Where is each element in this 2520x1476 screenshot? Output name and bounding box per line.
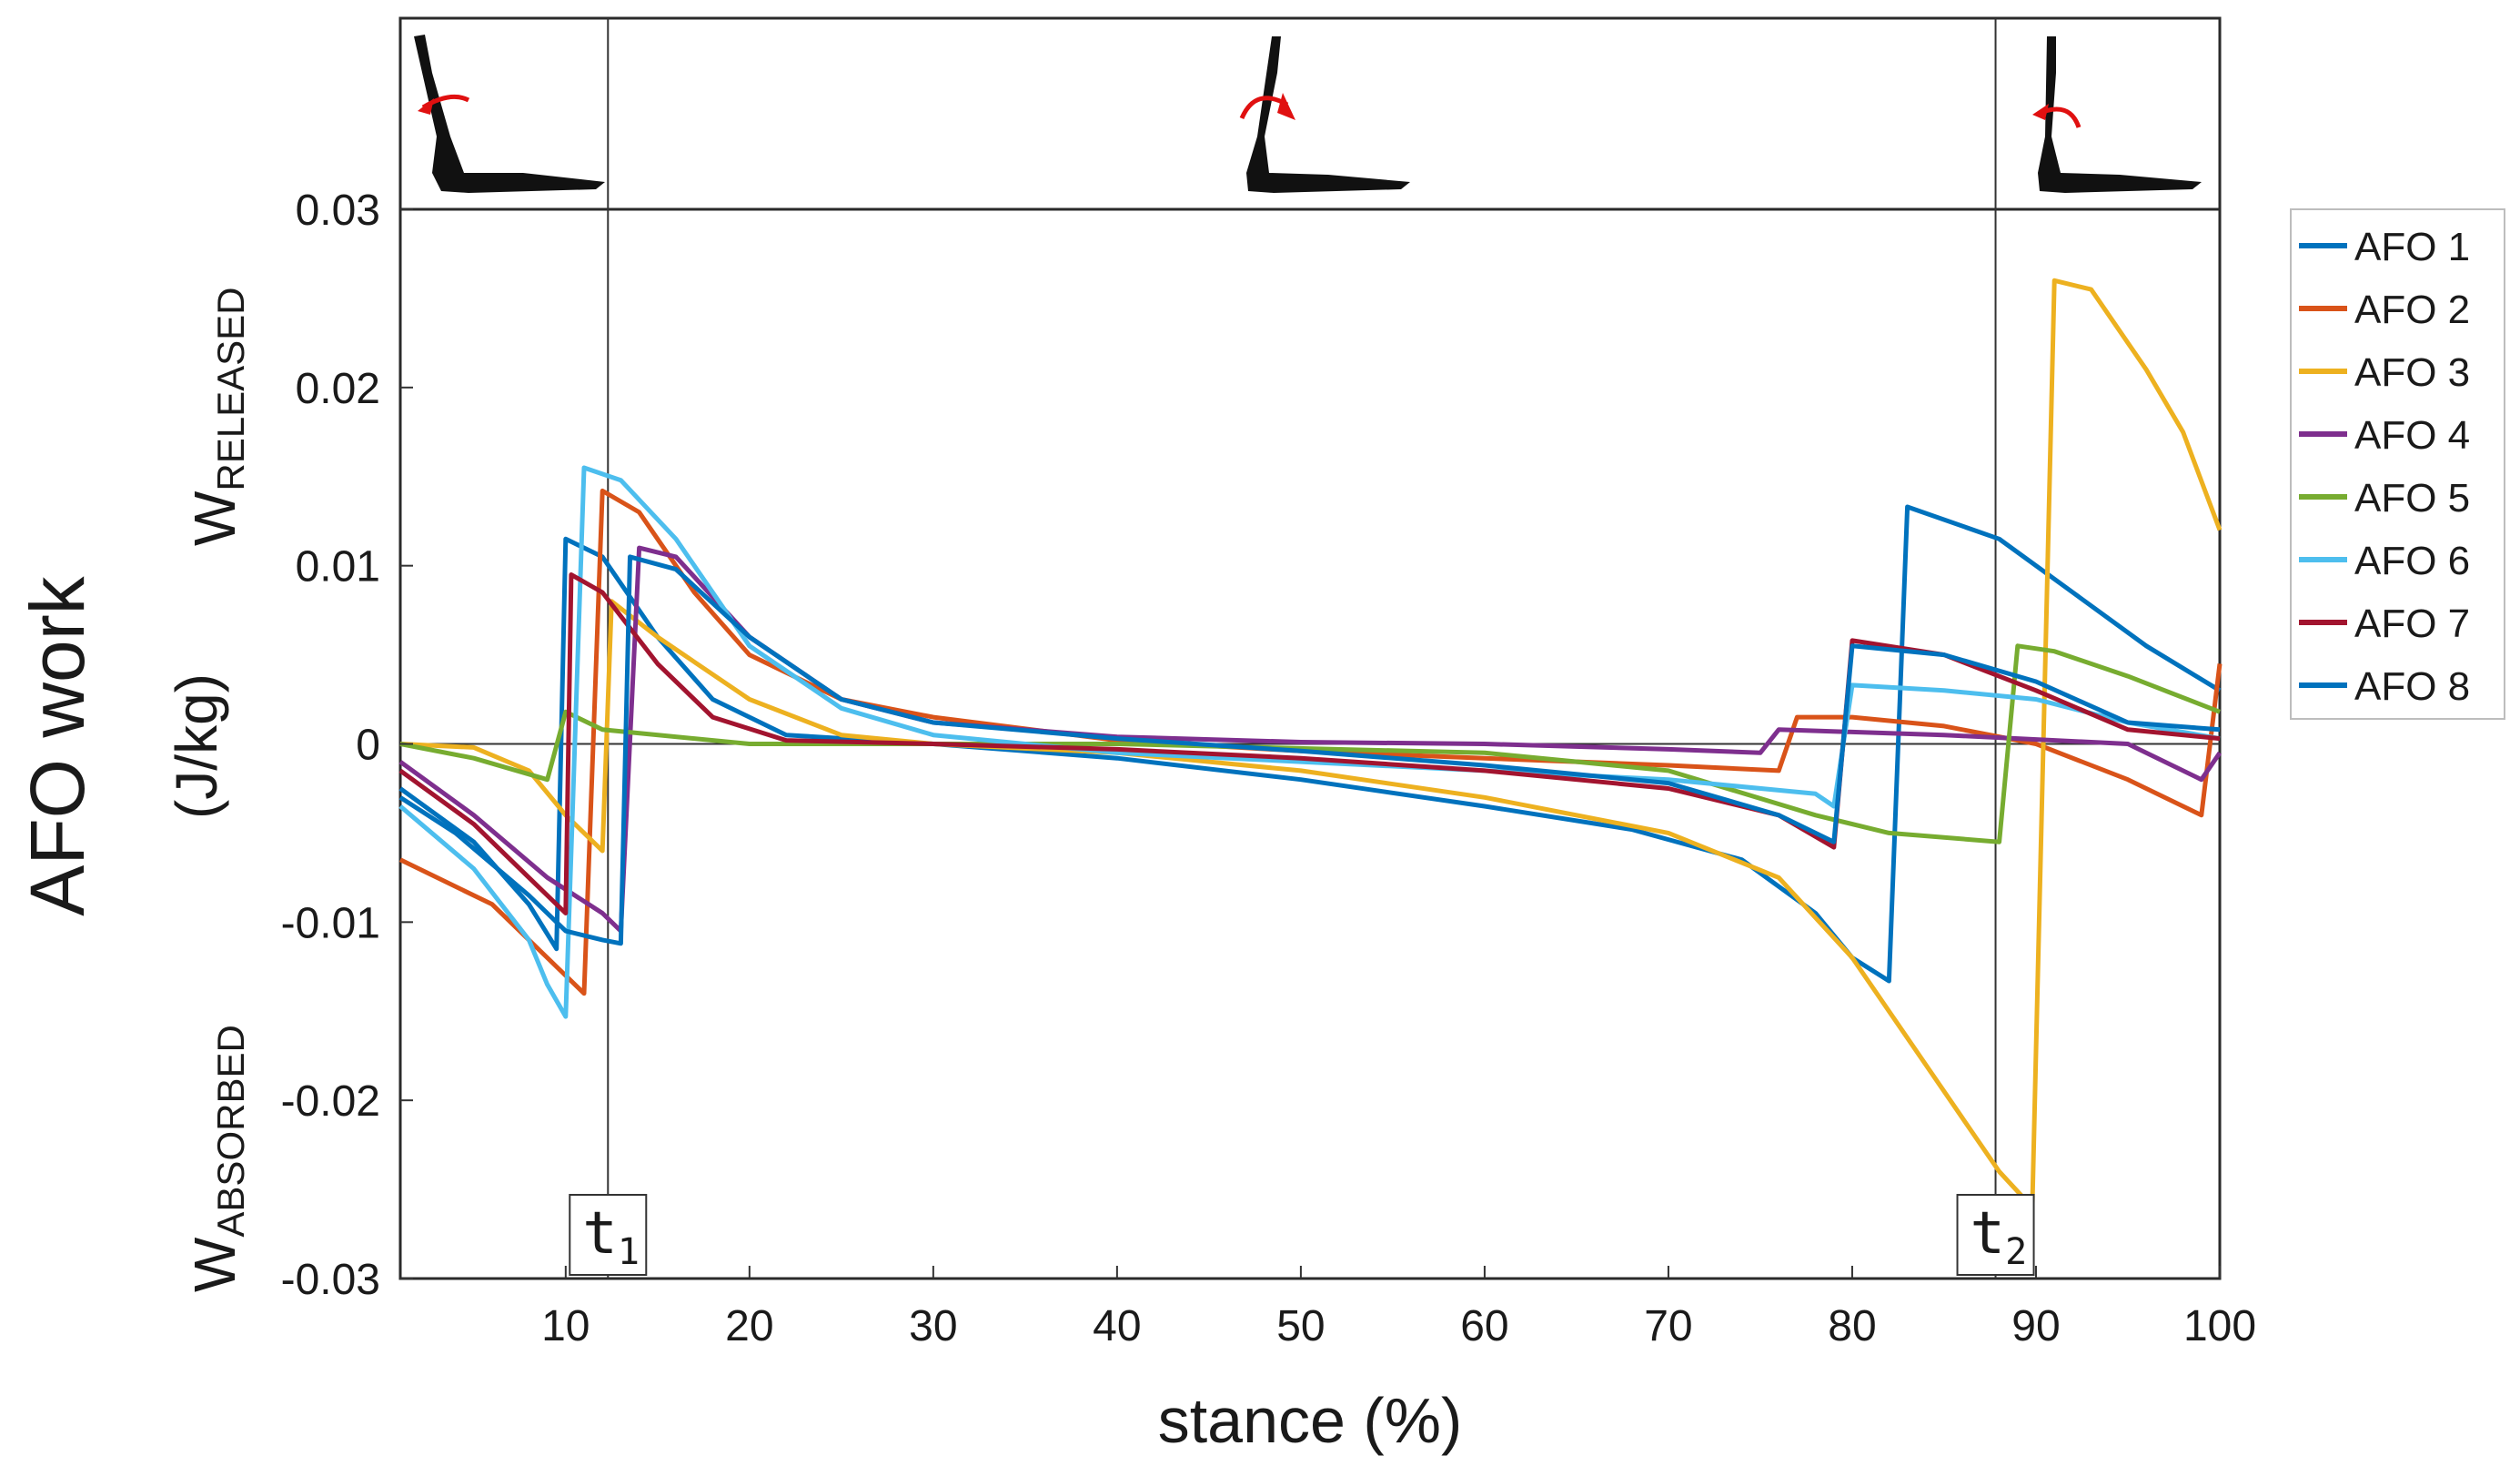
svg-text:AFO 6: AFO 6: [2354, 539, 2470, 583]
legend-item-afo-1: AFO 1: [2299, 225, 2470, 269]
svg-text:t2: t2: [1971, 1200, 2028, 1273]
series-line-afo-3: [399, 278, 2223, 1210]
y-upper-label-main: W: [182, 490, 247, 546]
x-tick-label: 30: [909, 1302, 957, 1350]
ankle-illustration-strip: [398, 16, 2222, 211]
ankle-illustration-3: [2032, 36, 2202, 193]
y-tick-label: -0.01: [281, 899, 380, 947]
legend-box: [2290, 208, 2505, 720]
legend: AFO 1 AFO 2 AFO 3 AFO 4 AFO 5 AFO 6 AFO 7 AFO 8: [2290, 208, 2505, 720]
x-tick-label: 40: [1093, 1302, 1141, 1350]
x-tick-label: 10: [541, 1302, 590, 1350]
svg-text:AFO 2: AFO 2: [2354, 288, 2470, 332]
y-lower-label: WABSORBED: [182, 1025, 252, 1292]
y-tick-label: -0.02: [281, 1077, 380, 1126]
x-tick-label: 80: [1828, 1302, 1876, 1350]
ankle-illustration-1: [414, 35, 605, 193]
svg-text:AFO 1: AFO 1: [2354, 225, 2470, 269]
legend-item-afo-4: AFO 4: [2299, 413, 2470, 458]
svg-text:AFO 5: AFO 5: [2354, 476, 2470, 521]
x-tick-label: 90: [2011, 1302, 2060, 1350]
marker-label-t2: t2: [1956, 1194, 2035, 1276]
y-tick-label: -0.03: [281, 1256, 380, 1304]
y-lower-label-sub: ABSORBED: [209, 1025, 252, 1237]
y-tick-label: 0: [356, 722, 380, 770]
x-axis-title: stance (%): [1158, 1385, 1463, 1456]
y-lower-label-main: W: [182, 1237, 247, 1292]
legend-item-afo-5: AFO 5: [2299, 476, 2470, 521]
legend-item-afo-3: AFO 3: [2299, 350, 2470, 395]
y-upper-label-sub: RELEASED: [209, 288, 252, 491]
series-line-afo-5: [399, 643, 2221, 844]
y-axis-title: AFO work: [15, 575, 100, 915]
x-tick-label: 20: [725, 1302, 773, 1350]
y-tick-label: 0.02: [296, 365, 380, 413]
series-line-afo-6: [398, 465, 2221, 1019]
svg-text:AFO 7: AFO 7: [2354, 602, 2470, 646]
y-tick-label: 0.03: [296, 187, 380, 235]
legend-item-afo-2: AFO 2: [2299, 288, 2470, 332]
series-line-afo-8: [398, 554, 2221, 946]
legend-item-afo-8: AFO 8: [2299, 664, 2470, 709]
svg-text:AFO 4: AFO 4: [2354, 413, 2470, 458]
x-tick-label: 100: [2183, 1302, 2256, 1350]
svg-text:AFO 8: AFO 8: [2354, 664, 2470, 709]
y-tick-label: 0.01: [296, 543, 380, 591]
legend-item-afo-6: AFO 6: [2299, 539, 2470, 583]
legend-item-afo-7: AFO 7: [2299, 602, 2470, 646]
svg-text:t1: t1: [582, 1200, 640, 1273]
x-tick-label: 60: [1460, 1302, 1508, 1350]
svg-text:AFO 3: AFO 3: [2354, 350, 2470, 395]
series-line-afo-1: [398, 504, 2222, 984]
x-tick-label: 70: [1644, 1302, 1692, 1350]
y-upper-label: WRELEASED: [182, 288, 252, 547]
y-axis-unit: (J/kg): [164, 673, 229, 819]
x-tick-label: 50: [1276, 1302, 1325, 1350]
ankle-illustration-2: [1239, 36, 1410, 193]
marker-label-t1: t1: [569, 1194, 648, 1276]
